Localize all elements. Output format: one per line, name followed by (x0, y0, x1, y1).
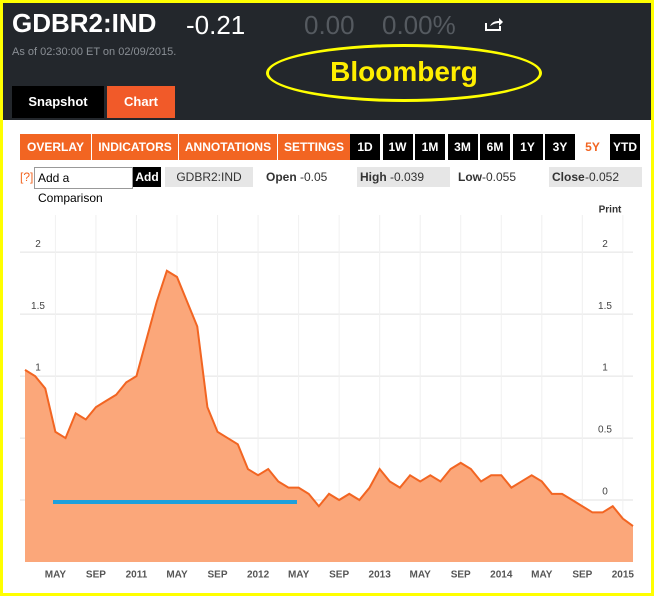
stat-value: -0.039 (390, 170, 425, 184)
x-tick-label: MAY (166, 570, 188, 581)
range-button[interactable]: YTD (610, 134, 642, 160)
chart: Print 000.50.5111.51.522MAYSEP2011MAYSEP… (20, 205, 635, 581)
x-tick-label: SEP (86, 570, 106, 581)
y-tick-label: 1 (602, 363, 608, 374)
symbol: GDBR2:IND (165, 167, 253, 187)
x-tick-label: 2015 (612, 570, 635, 581)
comparison-input[interactable]: Add a Comparison (34, 167, 133, 205)
help[interactable]: [?] (20, 170, 34, 184)
range-button[interactable]: 1D (350, 134, 382, 160)
x-tick-label: 2011 (126, 570, 148, 581)
x-tick-label: MAY (288, 570, 310, 581)
annotation-ellipse: Bloomberg (266, 44, 542, 102)
range-button[interactable]: 5Y (577, 134, 610, 160)
x-tick-label: MAY (410, 570, 432, 581)
range-button[interactable]: 1M (415, 134, 447, 160)
print-link[interactable]: Print (599, 205, 622, 216)
tab[interactable]: Snapshot (12, 86, 104, 118)
range-button[interactable]: 1Y (512, 134, 545, 160)
area-fill (25, 270, 633, 562)
line (24, 269, 634, 527)
x-tick-label: SEP (208, 570, 228, 581)
y-tick-label: 2 (35, 239, 41, 250)
stat-label: Open (266, 170, 297, 184)
change-pct: 0.00% (382, 10, 456, 40)
menu-button[interactable]: ANNOTATIONS (179, 134, 278, 160)
stat-label: Low (458, 170, 482, 184)
menu-button[interactable]: OVERLAY (20, 134, 92, 160)
range-button[interactable]: 3Y (545, 134, 577, 160)
x-tick-label: 2014 (490, 570, 513, 581)
x-tick-label: 2012 (247, 570, 270, 581)
y-tick-label: 1 (35, 363, 41, 374)
y-tick-label: 0 (602, 487, 608, 498)
x-tick-label: SEP (329, 570, 349, 581)
y-tick-label: 1.5 (31, 301, 45, 312)
stat-label: Close (549, 167, 642, 187)
price: -0.21 (186, 10, 246, 40)
stat-value: -0.05 (300, 170, 328, 184)
range-button[interactable]: 1W (382, 134, 415, 160)
y-tick-label: 2 (602, 239, 608, 250)
add-button[interactable]: Add (133, 167, 161, 187)
range-button[interactable]: 6M (480, 134, 512, 160)
x-tick-label: 2013 (369, 570, 392, 581)
stat-label: High (357, 167, 450, 187)
x-tick-label: MAY (531, 570, 553, 581)
as-of: As of 02:30:00 ET on 02/09/2015. (12, 46, 177, 58)
header: GDBR2:IND -0.21 0.00 0.00% As of 02:30:0… (0, 0, 654, 120)
y-tick-label: 0.5 (598, 425, 612, 436)
change: 0.00 (304, 10, 355, 40)
share-icon[interactable] (484, 16, 504, 32)
stat-value: -0.055 (482, 170, 517, 184)
x-tick-label: MAY (45, 570, 67, 581)
y-tick-label: 1.5 (598, 301, 612, 312)
tab[interactable]: Chart (107, 86, 175, 118)
range-button[interactable]: 3M (447, 134, 480, 160)
x-tick-label: SEP (451, 570, 471, 581)
menu-button[interactable]: SETTINGS (278, 134, 351, 160)
menu-button[interactable]: INDICATORS (92, 134, 179, 160)
ticker: GDBR2:IND (12, 8, 157, 38)
x-tick-label: SEP (572, 570, 592, 581)
stat-value: -0.052 (585, 170, 620, 184)
